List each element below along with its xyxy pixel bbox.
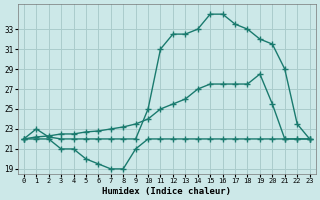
X-axis label: Humidex (Indice chaleur): Humidex (Indice chaleur): [102, 187, 231, 196]
